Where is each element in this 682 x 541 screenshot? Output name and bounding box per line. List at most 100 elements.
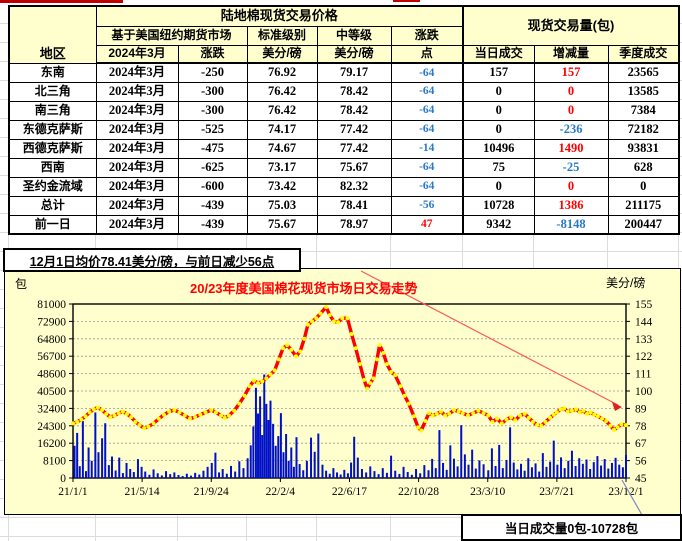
- cell-delta-row1[interactable]: 0: [533, 81, 609, 102]
- cell-mid-price-row3[interactable]: 77.42: [316, 119, 392, 140]
- cell-change-row1[interactable]: -300: [177, 81, 248, 102]
- cell-mid-price-row6[interactable]: 82.32: [316, 176, 392, 197]
- cell-mid-price-row4[interactable]: 77.42: [316, 138, 392, 159]
- cell-delta-row4[interactable]: 1490: [533, 138, 609, 159]
- chart-plot-area[interactable]: 0 8100 16200 24300 32400 40500 48600 56700 64800…: [5, 269, 682, 516]
- cell-region-row3[interactable]: 东德克萨斯: [8, 119, 97, 140]
- cell-change-row2[interactable]: -300: [177, 100, 248, 121]
- cell-delta-row5[interactable]: -25: [533, 157, 609, 178]
- cell-season-row5[interactable]: 628: [607, 157, 680, 178]
- daily-volume-header-cell[interactable]: 当日成交: [462, 44, 535, 64]
- std-unit-header-cell[interactable]: 美分/磅: [246, 44, 318, 64]
- cell-std-price-row8[interactable]: 75.67: [246, 214, 318, 235]
- cell-daily-row5[interactable]: 75: [462, 157, 535, 178]
- cell-month-row5[interactable]: 2024年3月: [95, 157, 179, 178]
- cell-month-row2[interactable]: 2024年3月: [95, 100, 179, 121]
- pts-header-cell[interactable]: 点: [390, 44, 464, 64]
- cell-pts-row0[interactable]: -64: [390, 62, 464, 83]
- cell-std-price-row2[interactable]: 76.42: [246, 100, 318, 121]
- cell-region-row6[interactable]: 圣约金流域: [8, 176, 97, 197]
- cell-daily-row0[interactable]: 157: [462, 62, 535, 83]
- cell-month-row0[interactable]: 2024年3月: [95, 62, 179, 83]
- cell-pts-row7[interactable]: -56: [390, 195, 464, 216]
- cell-mid-price-row2[interactable]: 78.42: [316, 100, 392, 121]
- cell-daily-row6[interactable]: 0: [462, 176, 535, 197]
- cell-pts-row2[interactable]: -64: [390, 100, 464, 121]
- cell-daily-row7[interactable]: 10728: [462, 195, 535, 216]
- cell-region-row8[interactable]: 前一日: [8, 214, 97, 235]
- cell-season-row2[interactable]: 7384: [607, 100, 680, 121]
- cell-std-price-row5[interactable]: 73.17: [246, 157, 318, 178]
- cell-delta-row7[interactable]: 1386: [533, 195, 609, 216]
- cell-change-row0[interactable]: -250: [177, 62, 248, 83]
- mid-unit-header-cell[interactable]: 美分/磅: [316, 44, 392, 64]
- std-grade-header-cell[interactable]: 标准级别: [246, 25, 318, 46]
- cell-season-row3[interactable]: 72182: [607, 119, 680, 140]
- cell-pts-row5[interactable]: -64: [390, 157, 464, 178]
- cell-region-row5[interactable]: 西南: [8, 157, 97, 178]
- change-header-cell[interactable]: 涨跌: [177, 44, 248, 64]
- cell-season-row1[interactable]: 13585: [607, 81, 680, 102]
- cell-season-row7[interactable]: 211175: [607, 195, 680, 216]
- daily-average-note-box[interactable]: 12月1日均价78.41美分/磅，与前日减少56点: [3, 248, 301, 272]
- cell-delta-row2[interactable]: 0: [533, 100, 609, 121]
- cell-month-row6[interactable]: 2024年3月: [95, 176, 179, 197]
- change-pts-header-cell[interactable]: 涨跌: [390, 25, 464, 46]
- daily-volume-range-box[interactable]: 当日成交量0包-10728包: [461, 514, 682, 541]
- cell-pts-row3[interactable]: -64: [390, 119, 464, 140]
- cell-region-row2[interactable]: 南三角: [8, 100, 97, 121]
- cell-daily-row3[interactable]: 0: [462, 119, 535, 140]
- cell-delta-row6[interactable]: 0: [533, 176, 609, 197]
- cell-daily-row2[interactable]: 0: [462, 100, 535, 121]
- cell-change-row8[interactable]: -439: [177, 214, 248, 235]
- delta-header-cell[interactable]: 增减量: [533, 44, 609, 64]
- cell-month-row4[interactable]: 2024年3月: [95, 138, 179, 159]
- cell-region-row4[interactable]: 西德克萨斯: [8, 138, 97, 159]
- cell-delta-row3[interactable]: -236: [533, 119, 609, 140]
- region-header-cell[interactable]: 地区: [8, 5, 97, 64]
- cell-season-row6[interactable]: 0: [607, 176, 680, 197]
- cell-daily-row8[interactable]: 9342: [462, 214, 535, 235]
- cell-delta-row8[interactable]: -8148: [533, 214, 609, 235]
- cell-month-row7[interactable]: 2024年3月: [95, 195, 179, 216]
- cell-season-row0[interactable]: 23565: [607, 62, 680, 83]
- season-volume-header-cell[interactable]: 季度成交: [607, 44, 680, 64]
- futures-header-cell[interactable]: 基于美国纽约期货市场: [95, 25, 248, 46]
- table-title-cell[interactable]: 陆地棉现货交易价格: [95, 5, 464, 27]
- cell-pts-row8[interactable]: 47: [390, 214, 464, 235]
- cell-daily-row4[interactable]: 10496: [462, 138, 535, 159]
- cell-change-row3[interactable]: -525: [177, 119, 248, 140]
- cell-std-price-row6[interactable]: 73.42: [246, 176, 318, 197]
- cell-std-price-row3[interactable]: 74.17: [246, 119, 318, 140]
- cotton-trade-chart[interactable]: 包 20/23年度美国棉花现货市场日交易走势 美分/磅 0 8100 16200 24…: [4, 268, 682, 516]
- cell-region-row0[interactable]: 东南: [8, 62, 97, 83]
- cell-daily-row1[interactable]: 0: [462, 81, 535, 102]
- cell-month-row3[interactable]: 2024年3月: [95, 119, 179, 140]
- cell-std-price-row0[interactable]: 76.92: [246, 62, 318, 83]
- cell-std-price-row7[interactable]: 75.03: [246, 195, 318, 216]
- cell-region-row1[interactable]: 北三角: [8, 81, 97, 102]
- cell-pts-row6[interactable]: -64: [390, 176, 464, 197]
- cell-pts-row4[interactable]: -14: [390, 138, 464, 159]
- cell-change-row7[interactable]: -439: [177, 195, 248, 216]
- volume-title-cell[interactable]: 现货交易量(包): [462, 5, 680, 46]
- cell-month-row1[interactable]: 2024年3月: [95, 81, 179, 102]
- cell-mid-price-row0[interactable]: 79.17: [316, 62, 392, 83]
- cell-change-row6[interactable]: -600: [177, 176, 248, 197]
- cell-season-row4[interactable]: 93831: [607, 138, 680, 159]
- cell-std-price-row4[interactable]: 74.67: [246, 138, 318, 159]
- cell-mid-price-row7[interactable]: 78.41: [316, 195, 392, 216]
- cell-change-row5[interactable]: -625: [177, 157, 248, 178]
- cell-month-row8[interactable]: 2024年3月: [95, 214, 179, 235]
- month-header-cell[interactable]: 2024年3月: [95, 44, 179, 64]
- cell-mid-price-row1[interactable]: 78.42: [316, 81, 392, 102]
- cell-pts-row1[interactable]: -64: [390, 81, 464, 102]
- cell-mid-price-row8[interactable]: 78.97: [316, 214, 392, 235]
- cell-delta-row0[interactable]: 157: [533, 62, 609, 83]
- cell-region-row7[interactable]: 总计: [8, 195, 97, 216]
- cell-change-row4[interactable]: -475: [177, 138, 248, 159]
- cell-std-price-row1[interactable]: 76.42: [246, 81, 318, 102]
- mid-grade-header-cell[interactable]: 中等级: [316, 25, 392, 46]
- cell-mid-price-row5[interactable]: 75.67: [316, 157, 392, 178]
- cell-season-row8[interactable]: 200447: [607, 214, 680, 235]
